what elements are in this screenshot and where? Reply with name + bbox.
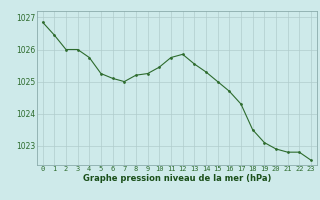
X-axis label: Graphe pression niveau de la mer (hPa): Graphe pression niveau de la mer (hPa)	[83, 174, 271, 183]
